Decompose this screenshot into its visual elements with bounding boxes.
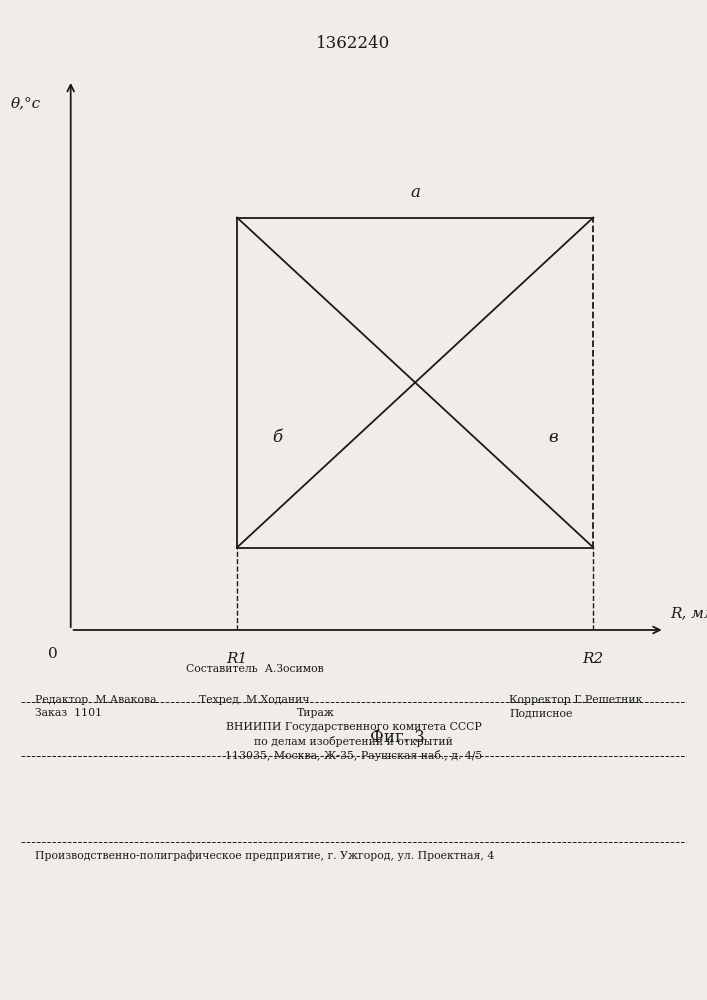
Text: θ,°c: θ,°c <box>11 97 41 110</box>
Text: 113035, Москва, Ж-35, Раушская наб., д. 4/5: 113035, Москва, Ж-35, Раушская наб., д. … <box>225 750 482 761</box>
Text: Составитель  А.Зосимов: Составитель А.Зосимов <box>186 664 323 674</box>
Text: Редактор  М.Авакова: Редактор М.Авакова <box>35 695 157 705</box>
Text: Подписное: Подписное <box>509 708 573 718</box>
Text: 0: 0 <box>48 647 58 660</box>
Text: а: а <box>410 184 420 201</box>
Text: б: б <box>273 429 283 446</box>
Text: Тираж: Тираж <box>297 708 335 718</box>
Text: R2: R2 <box>583 652 604 666</box>
Text: ВНИИПИ Государственного комитета СССР: ВНИИПИ Государственного комитета СССР <box>226 722 481 732</box>
Text: R1: R1 <box>226 652 247 666</box>
Text: Фиг. 3: Фиг. 3 <box>370 729 425 746</box>
Text: Корректор Г.Решетник: Корректор Г.Решетник <box>509 695 643 705</box>
Text: Техред  М.Ходанич: Техред М.Ходанич <box>199 695 310 705</box>
Text: 1362240: 1362240 <box>316 35 391 52</box>
Text: R, мм: R, мм <box>670 606 707 620</box>
Text: Производственно-полиграфическое предприятие, г. Ужгород, ул. Проектная, 4: Производственно-полиграфическое предприя… <box>35 850 495 861</box>
Text: в: в <box>548 429 558 446</box>
Text: Заказ  1101: Заказ 1101 <box>35 708 103 718</box>
Text: по делам изобретений и открытий: по делам изобретений и открытий <box>254 736 453 747</box>
